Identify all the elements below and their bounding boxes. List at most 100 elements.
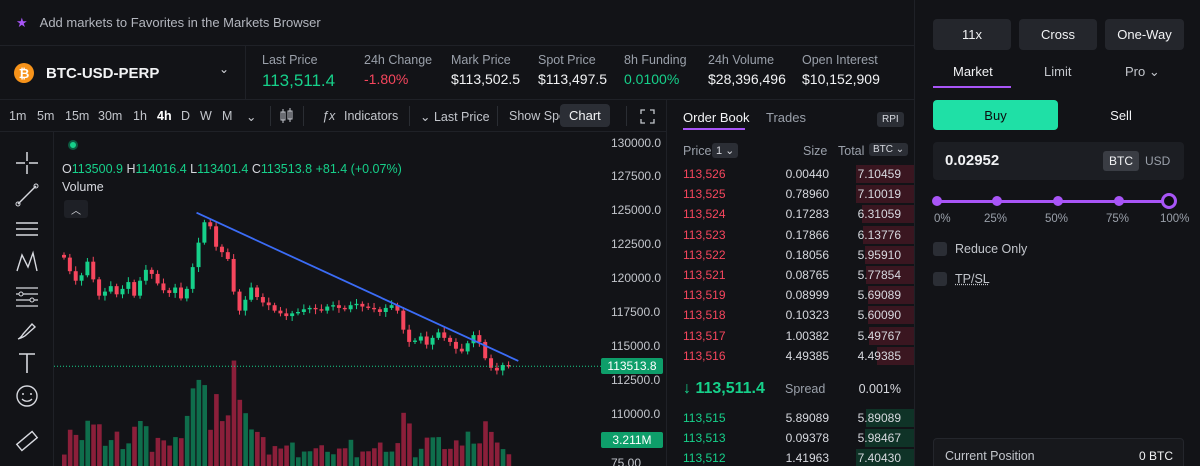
stat-value: 113,511.4: [262, 71, 336, 90]
timeframe-W[interactable]: W: [200, 109, 212, 123]
leverage-button[interactable]: 11x: [933, 19, 1011, 50]
stat-open-interest: Open Interest $10,152,909: [802, 53, 880, 87]
depth-bar: [877, 346, 915, 365]
ask-size: 4.49385: [785, 348, 829, 363]
chevron-down-icon[interactable]: ⌄: [219, 62, 230, 76]
volume-bar: [500, 449, 506, 466]
timeframe-1m[interactable]: 1m: [9, 109, 27, 123]
ask-row[interactable]: 113,516 4.49385 4.49385: [667, 346, 915, 366]
timeframe-more-icon[interactable]: ⌄: [246, 110, 257, 124]
collapse-legend-button[interactable]: ︿: [64, 200, 88, 218]
show-spot-toggle[interactable]: Show Spo: [509, 109, 566, 123]
ask-row[interactable]: 113,524 0.17283 6.31059: [667, 204, 915, 224]
unit-usd-toggle[interactable]: USD: [1145, 154, 1171, 168]
tab-pro[interactable]: Pro ⌄: [1125, 64, 1160, 79]
slider-handle[interactable]: [1161, 193, 1177, 209]
timeframe-15m[interactable]: 15m: [65, 109, 90, 123]
bid-row[interactable]: 113,515 5.89089 5.89089: [667, 408, 915, 428]
volume-bar: [442, 449, 447, 466]
bid-row[interactable]: 113,512 1.41963 7.40430: [667, 448, 915, 466]
pattern-tool-icon[interactable]: [14, 249, 40, 275]
stat-value: $10,152,909: [802, 71, 880, 87]
ask-row[interactable]: 113,523 0.17866 6.13776: [667, 225, 915, 245]
ask-row[interactable]: 113,522 0.18056 5.95910: [667, 245, 915, 265]
rpi-badge[interactable]: RPI: [877, 112, 904, 127]
ask-row[interactable]: 113,519 0.08999 5.69089: [667, 285, 915, 305]
amount-input[interactable]: 0.02952 BTC USD: [933, 142, 1184, 180]
bid-total: 7.40430: [857, 451, 901, 466]
ask-row[interactable]: 113,521 0.08765 5.77854: [667, 265, 915, 285]
last-price-dropdown[interactable]: ⌄ Last Price: [420, 110, 490, 124]
ruler-icon[interactable]: [14, 428, 40, 454]
candle-type-icon[interactable]: [279, 108, 293, 124]
stat-8h-funding: 8h Funding 0.0100%: [624, 53, 687, 87]
slider-step[interactable]: [932, 196, 942, 206]
buy-button[interactable]: Buy: [933, 100, 1058, 130]
bid-row[interactable]: 113,513 0.09378 5.98467: [667, 428, 915, 448]
ask-size: 0.10323: [785, 308, 829, 323]
reduce-only-box[interactable]: [933, 242, 947, 256]
volume-bar: [190, 388, 196, 466]
tab-limit[interactable]: Limit: [1044, 64, 1072, 79]
stat-mark-price: Mark Price $113,502.5: [451, 53, 520, 87]
price-axis-label: 122500.0: [611, 237, 662, 251]
indicators-button[interactable]: Indicators: [344, 109, 399, 123]
tpsl-checkbox[interactable]: TP/SL: [933, 272, 990, 286]
volume-bar: [342, 448, 348, 466]
crosshair-icon[interactable]: [14, 150, 40, 176]
fullscreen-icon[interactable]: [640, 109, 655, 124]
candle-body: [307, 307, 312, 310]
ask-row[interactable]: 113,518 0.10323 5.60090: [667, 305, 915, 325]
timeframe-1h[interactable]: 1h: [133, 109, 147, 123]
fib-tool-icon[interactable]: [14, 283, 40, 309]
slider-step[interactable]: [1053, 196, 1063, 206]
horizontal-lines-icon[interactable]: [14, 216, 40, 242]
timeframe-D[interactable]: D: [181, 109, 191, 123]
total-unit-select[interactable]: BTC ⌄: [869, 143, 909, 156]
brush-icon[interactable]: [14, 317, 40, 343]
candle-body: [401, 310, 406, 330]
volume-bar: [436, 437, 441, 466]
slider-step[interactable]: [1114, 196, 1124, 206]
candle-body: [389, 305, 394, 308]
candle-body: [278, 310, 283, 314]
trendline-tool-icon[interactable]: [14, 182, 40, 208]
slider-step[interactable]: [992, 196, 1002, 206]
candle-body: [266, 302, 271, 306]
tab-order-book[interactable]: Order Book: [683, 110, 750, 125]
tab-market[interactable]: Market: [953, 64, 993, 79]
candles-svg: [54, 211, 601, 466]
volume-bar: [79, 440, 85, 466]
tpsl-box[interactable]: [933, 272, 947, 286]
volume-bar: [418, 448, 424, 466]
timeframe-M[interactable]: M: [222, 109, 233, 123]
ask-row[interactable]: 113,517 1.00382 5.49767: [667, 326, 915, 346]
bid-size: 1.41963: [785, 451, 829, 466]
volume-bar: [196, 379, 202, 466]
slider-percent-label: 25%: [984, 213, 1008, 225]
stat-label: Open Interest: [802, 53, 878, 67]
timeframe-30m[interactable]: 30m: [98, 109, 123, 123]
chart-tooltip: Chart: [560, 104, 610, 127]
unit-btc-toggle[interactable]: BTC: [1103, 151, 1139, 171]
tab-trades[interactable]: Trades: [766, 110, 806, 125]
price-chart[interactable]: O113500.9 H114016.4 L113401.4 C113513.8 …: [54, 132, 601, 466]
timeframe-4h[interactable]: 4h: [157, 109, 172, 123]
volume-bar: [430, 437, 436, 466]
live-indicator-icon: [68, 140, 78, 150]
reduce-only-checkbox[interactable]: Reduce Only: [933, 242, 1027, 256]
indicators-icon[interactable]: ƒx: [322, 109, 336, 123]
sell-button[interactable]: Sell: [1110, 107, 1132, 123]
ask-row[interactable]: 113,525 0.78960 7.10019: [667, 184, 915, 204]
emoji-icon[interactable]: [14, 383, 40, 409]
precision-select[interactable]: 1 ⌄: [712, 143, 739, 158]
position-mode-button[interactable]: One-Way: [1105, 19, 1184, 50]
stat-value: $113,502.5: [451, 71, 521, 87]
text-tool-icon[interactable]: [14, 350, 40, 376]
volume-bar: [143, 426, 149, 466]
margin-mode-button[interactable]: Cross: [1019, 19, 1097, 50]
price-axis-label: 75.00: [611, 456, 642, 466]
timeframe-5m[interactable]: 5m: [37, 109, 55, 123]
market-selector[interactable]: ₿ BTC-USD-PERP ⌄: [0, 46, 246, 100]
ask-row[interactable]: 113,526 0.00440 7.10459: [667, 164, 915, 184]
